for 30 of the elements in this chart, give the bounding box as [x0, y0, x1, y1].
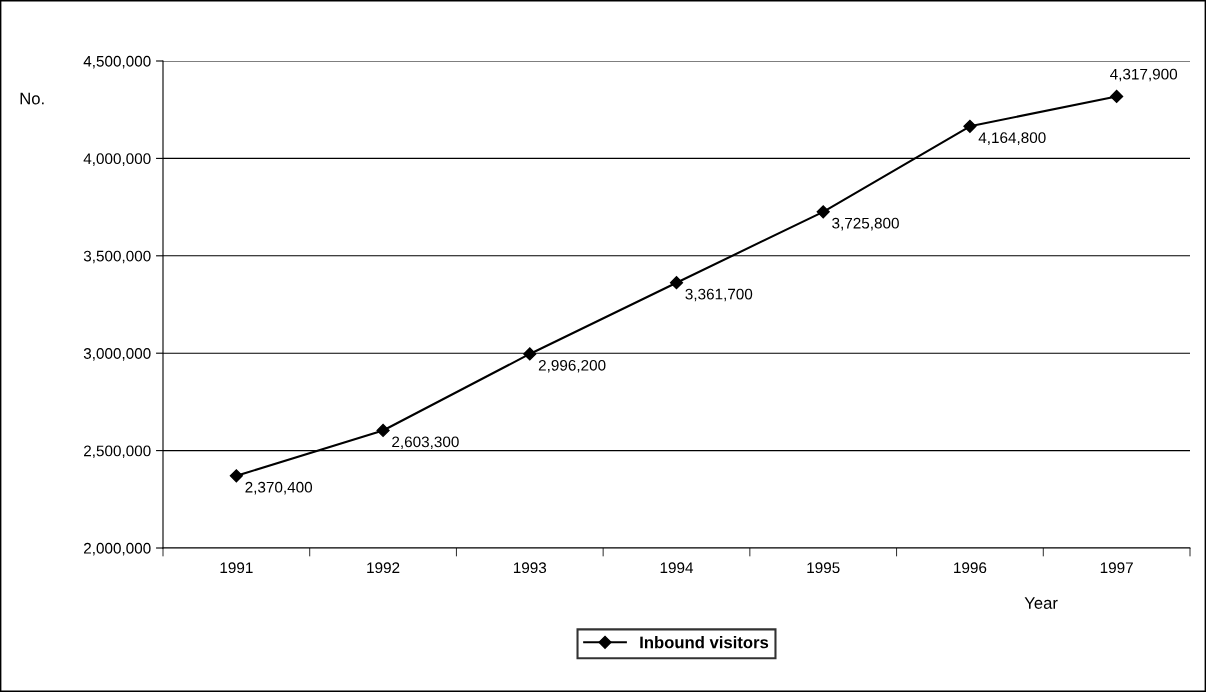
- point: [816, 205, 830, 219]
- y-tick-label: 4,000,000: [83, 153, 151, 166]
- y-axis-title: No.: [20, 92, 44, 105]
- x-tick-label: 1997: [1100, 562, 1133, 574]
- data-label: 4,164,800: [978, 132, 1046, 145]
- data-label: 2,996,200: [538, 359, 606, 373]
- x-axis-title: Year: [1024, 597, 1058, 609]
- point: [963, 119, 977, 133]
- y-tick-label: 3,500,000: [83, 250, 151, 264]
- x-tick-label: 1994: [660, 562, 694, 574]
- data-label: 2,603,300: [392, 436, 459, 450]
- point: [669, 276, 684, 290]
- point: [376, 423, 390, 438]
- data-label: 4,317,900: [1110, 68, 1178, 82]
- x-tick-label: 1993: [513, 562, 547, 574]
- x-tick-label: 1992: [367, 562, 400, 574]
- legend-label: Inbound visitors: [640, 636, 769, 649]
- y-tick-label: 2,500,000: [84, 445, 151, 459]
- y-tick-label: 3,000,000: [83, 348, 151, 361]
- x-tick-label: 1991: [220, 562, 253, 574]
- point: [523, 347, 537, 361]
- point: [1110, 89, 1124, 104]
- point: [229, 469, 243, 483]
- y-tick-label: 2,000,000: [84, 542, 151, 556]
- y-tick-label: 4,500,000: [83, 55, 151, 69]
- data-label: 2,370,400: [245, 481, 313, 495]
- data-label: 3,361,700: [685, 288, 753, 302]
- x-tick-label: 1996: [954, 562, 987, 574]
- data-label: 3,725,800: [832, 217, 899, 231]
- x-tick-label: 1995: [807, 562, 840, 574]
